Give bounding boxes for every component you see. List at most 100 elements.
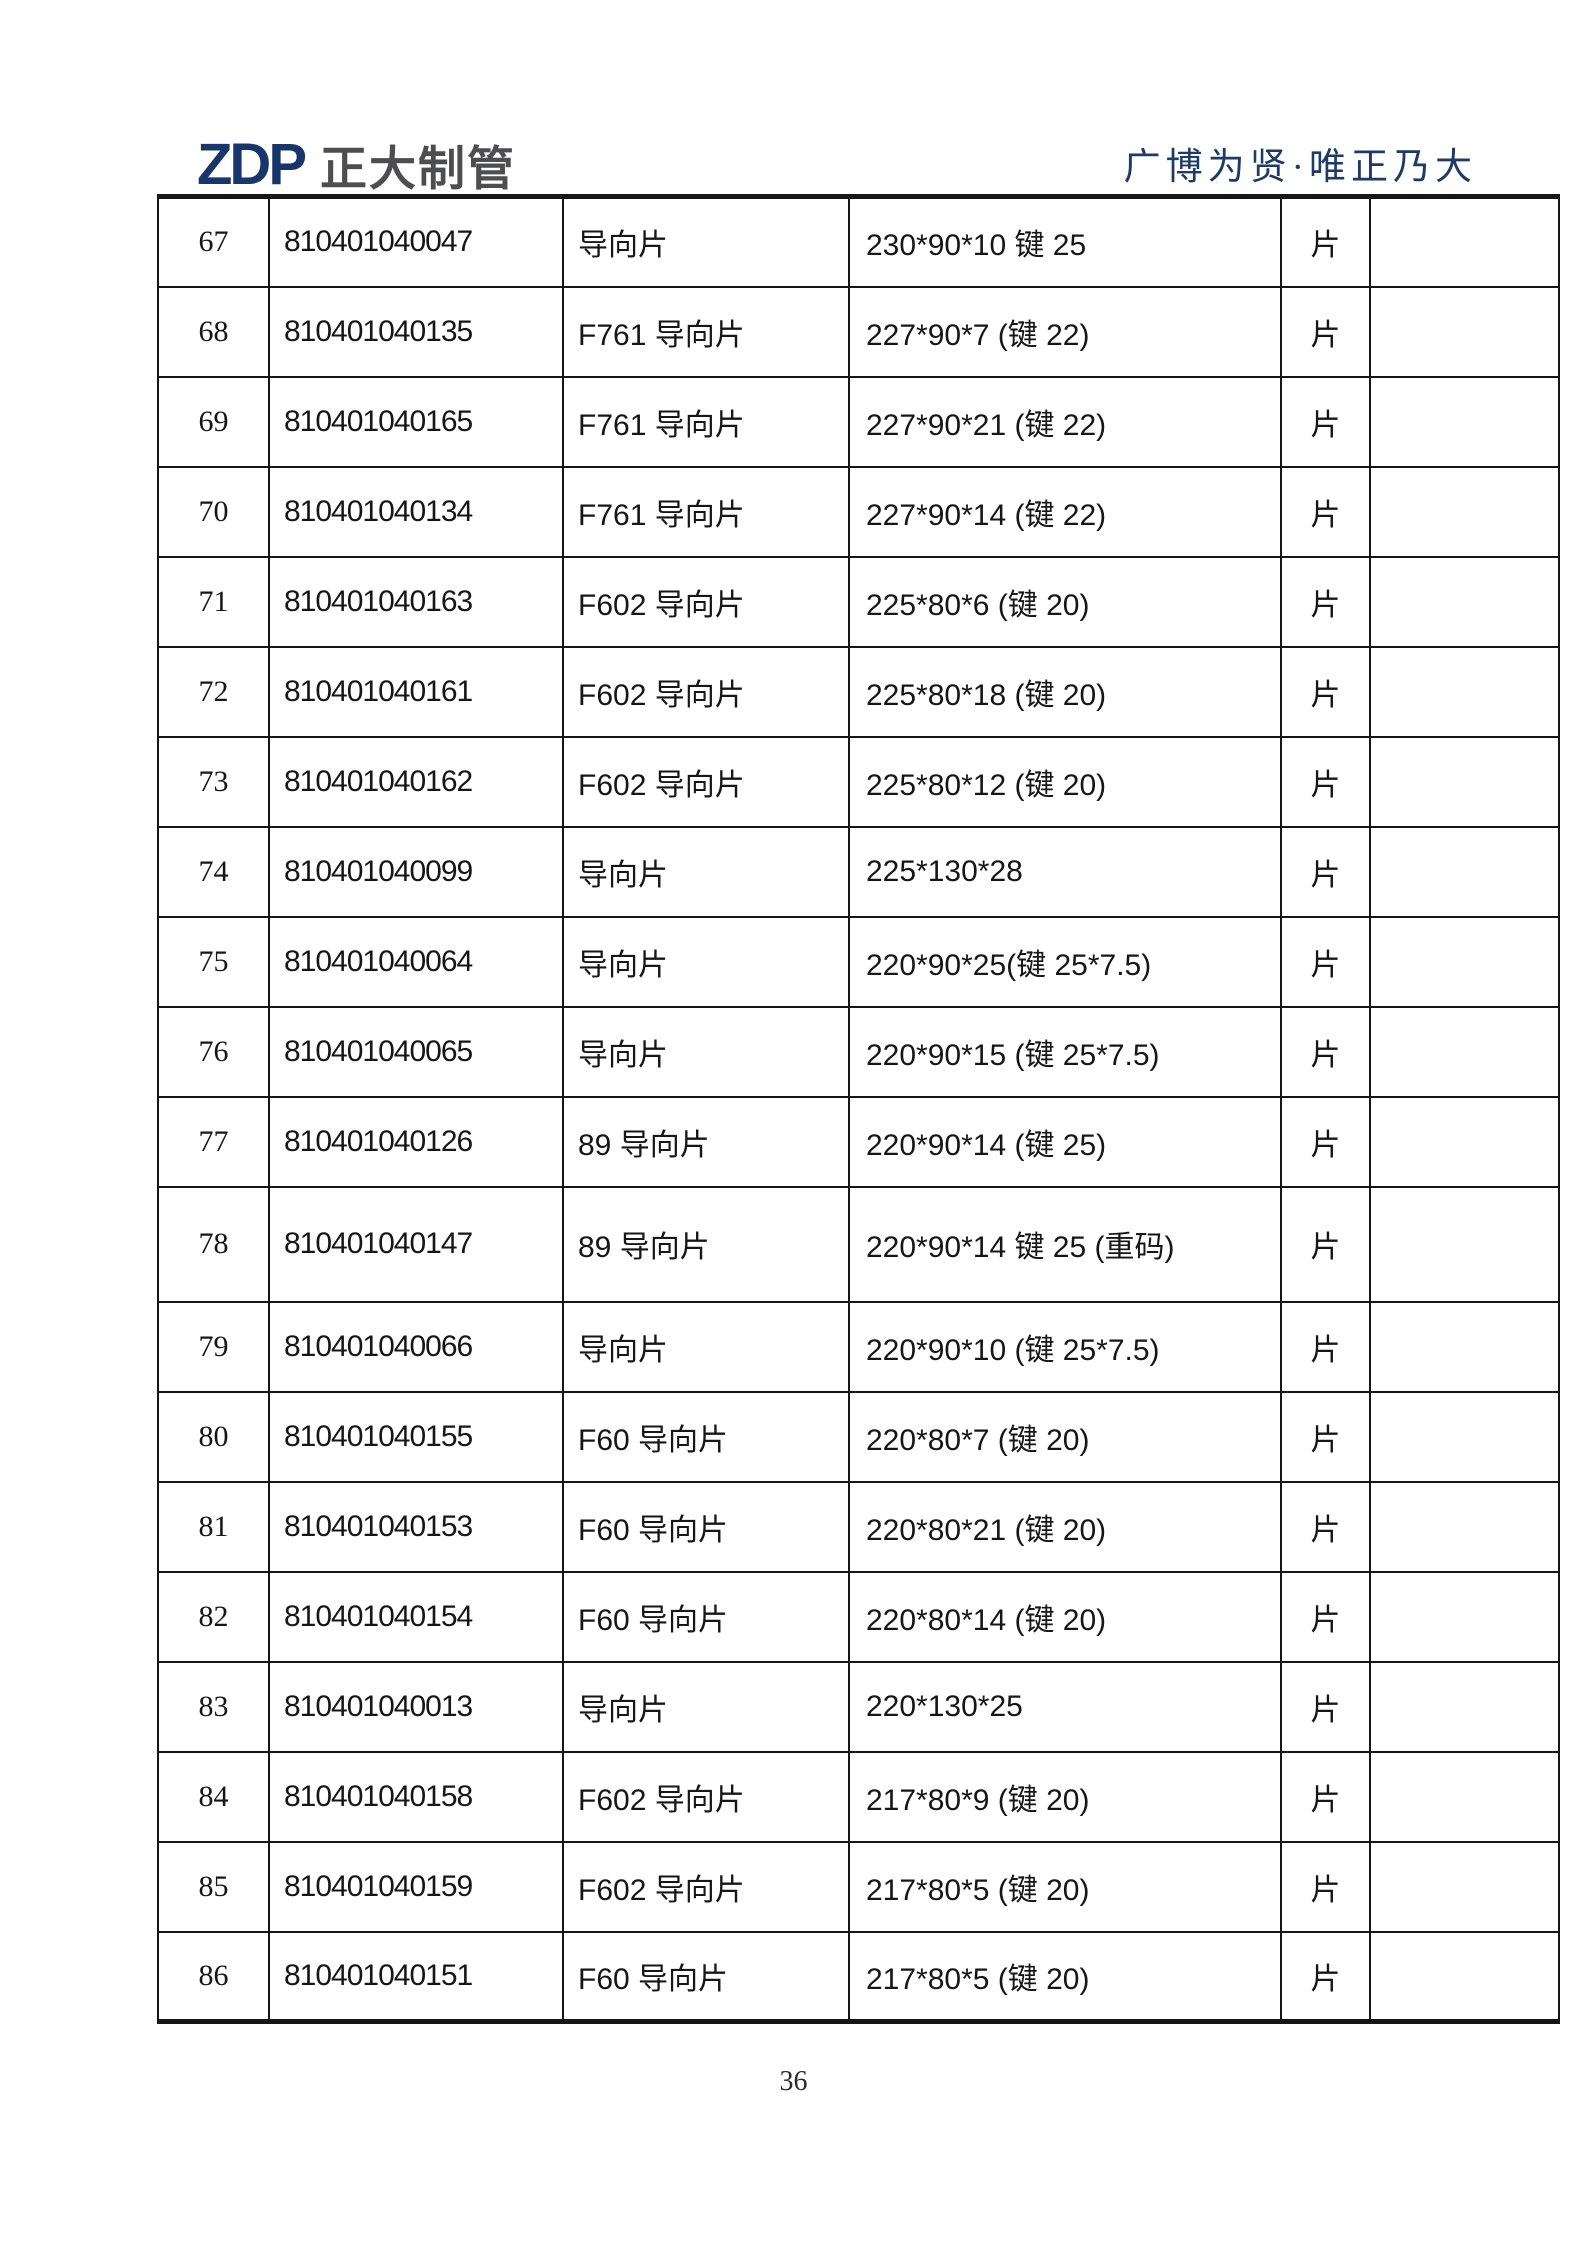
row-number: 75 [157,915,270,1008]
part-code: 810401040153 [268,1480,564,1573]
part-code: 810401040162 [268,735,564,828]
company-logo: ZDP 正大制管 [197,132,516,198]
part-spec: 220*90*25(键 25*7.5) [848,915,1282,1008]
part-spec: 220*80*14 (键 20) [848,1570,1282,1663]
row-number: 79 [157,1300,270,1393]
part-unit: 片 [1280,1660,1371,1753]
part-unit: 片 [1280,1300,1371,1393]
parts-table: 67 810401040047 导向片 230*90*10 键 25 片 68 … [157,194,1560,2024]
row-number: 73 [157,735,270,828]
part-unit: 片 [1280,555,1371,648]
table-body: 67 810401040047 导向片 230*90*10 键 25 片 68 … [157,195,1560,2023]
table-row: 76 810401040065 导向片 220*90*15 (键 25*7.5)… [157,1005,1560,1098]
part-name: F60 导向片 [562,1480,850,1573]
part-note-empty [1369,915,1560,1008]
part-code: 810401040134 [268,465,564,558]
row-number: 80 [157,1390,270,1483]
part-spec: 230*90*10 键 25 [848,195,1282,288]
part-name: 导向片 [562,1660,850,1753]
zdp-logo-icon: ZDP [197,132,307,198]
part-unit: 片 [1280,1840,1371,1933]
part-spec: 217*80*5 (键 20) [848,1930,1282,2023]
row-number: 85 [157,1840,270,1933]
part-name: F602 导向片 [562,555,850,648]
part-name: 导向片 [562,1300,850,1393]
table-row: 79 810401040066 导向片 220*90*10 (键 25*7.5)… [157,1300,1560,1393]
page-number: 36 [779,2066,808,2097]
row-number: 86 [157,1930,270,2023]
part-code: 810401040126 [268,1095,564,1188]
part-note-empty [1369,1840,1560,1933]
table-row: 78 810401040147 89 导向片 220*90*14 键 25 (重… [157,1185,1560,1303]
part-unit: 片 [1280,915,1371,1008]
part-spec: 217*80*9 (键 20) [848,1750,1282,1843]
row-number: 70 [157,465,270,558]
part-note-empty [1369,1480,1560,1573]
row-number: 67 [157,195,270,288]
part-name: F602 导向片 [562,735,850,828]
part-spec: 220*80*7 (键 20) [848,1390,1282,1483]
part-code: 810401040047 [268,195,564,288]
part-note-empty [1369,645,1560,738]
part-spec: 217*80*5 (键 20) [848,1840,1282,1933]
part-code: 810401040099 [268,825,564,918]
part-unit: 片 [1280,825,1371,918]
table-row: 86 810401040151 F60 导向片 217*80*5 (键 20) … [157,1930,1560,2023]
table-row: 81 810401040153 F60 导向片 220*80*21 (键 20)… [157,1480,1560,1573]
part-spec: 227*90*21 (键 22) [848,375,1282,468]
row-number: 71 [157,555,270,648]
part-unit: 片 [1280,1390,1371,1483]
part-name: F761 导向片 [562,285,850,378]
part-name: F60 导向片 [562,1390,850,1483]
part-spec: 220*90*10 (键 25*7.5) [848,1300,1282,1393]
part-note-empty [1369,1930,1560,2023]
part-name: F602 导向片 [562,1840,850,1933]
part-name: F60 导向片 [562,1930,850,2023]
part-note-empty [1369,465,1560,558]
row-number: 78 [157,1185,270,1303]
table-row: 77 810401040126 89 导向片 220*90*14 (键 25) … [157,1095,1560,1188]
part-name: F602 导向片 [562,645,850,738]
part-unit: 片 [1280,645,1371,738]
part-note-empty [1369,1005,1560,1098]
row-number: 81 [157,1480,270,1573]
table-row: 83 810401040013 导向片 220*130*25 片 [157,1660,1560,1753]
part-note-empty [1369,735,1560,828]
part-name: 导向片 [562,195,850,288]
part-name: 导向片 [562,1005,850,1098]
table-row: 82 810401040154 F60 导向片 220*80*14 (键 20)… [157,1570,1560,1663]
part-spec: 220*90*14 键 25 (重码) [848,1185,1282,1303]
row-number: 69 [157,375,270,468]
table-row: 75 810401040064 导向片 220*90*25(键 25*7.5) … [157,915,1560,1008]
part-unit: 片 [1280,1005,1371,1098]
company-name: 正大制管 [320,141,516,195]
part-note-empty [1369,1660,1560,1753]
row-number: 83 [157,1660,270,1753]
row-number: 82 [157,1570,270,1663]
table-row: 70 810401040134 F761 导向片 227*90*14 (键 22… [157,465,1560,558]
part-unit: 片 [1280,285,1371,378]
part-name: 89 导向片 [562,1185,850,1303]
row-number: 68 [157,285,270,378]
part-name: F602 导向片 [562,1750,850,1843]
part-unit: 片 [1280,1480,1371,1573]
part-note-empty [1369,1750,1560,1843]
part-spec: 220*90*15 (键 25*7.5) [848,1005,1282,1098]
part-note-empty [1369,1185,1560,1303]
part-unit: 片 [1280,375,1371,468]
part-code: 810401040163 [268,555,564,648]
table-row: 71 810401040163 F602 导向片 225*80*6 (键 20)… [157,555,1560,648]
part-name: 导向片 [562,915,850,1008]
part-unit: 片 [1280,1095,1371,1188]
part-note-empty [1369,285,1560,378]
company-tagline: 广博为贤·唯正乃大 [1123,147,1477,188]
table-row: 68 810401040135 F761 导向片 227*90*7 (键 22)… [157,285,1560,378]
part-code: 810401040151 [268,1930,564,2023]
part-code: 810401040154 [268,1570,564,1663]
table-row: 74 810401040099 导向片 225*130*28 片 [157,825,1560,918]
part-code: 810401040147 [268,1185,564,1303]
row-number: 72 [157,645,270,738]
part-note-empty [1369,555,1560,648]
part-code: 810401040064 [268,915,564,1008]
